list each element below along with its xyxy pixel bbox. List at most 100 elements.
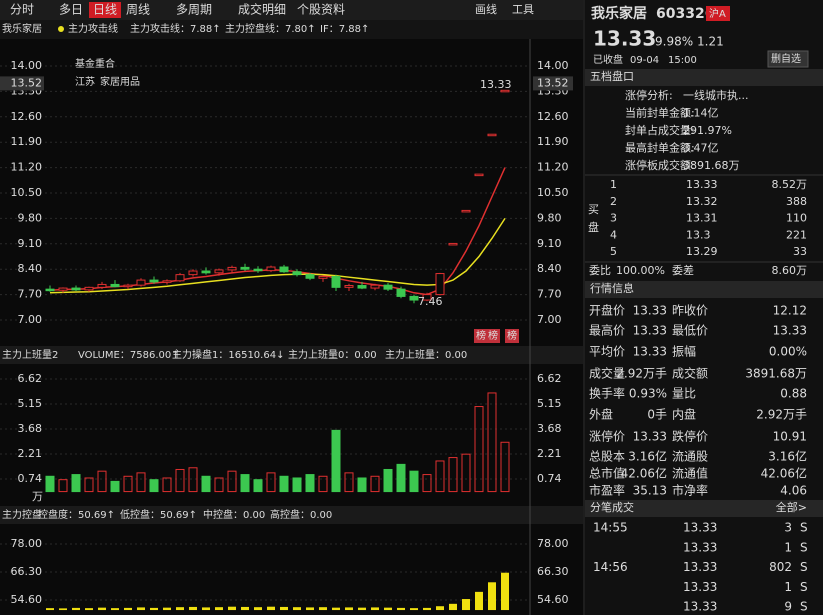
control-bar [371, 607, 379, 611]
tab[interactable]: 多日 [59, 3, 83, 17]
control-bar [423, 607, 431, 611]
control-bar [501, 572, 509, 611]
y-tick-label: 11.90 [11, 135, 43, 148]
side-label: 买 [588, 203, 599, 216]
y-tick-label: 5.15 [18, 397, 43, 410]
label: 开盘价 [589, 303, 625, 318]
label: 封单占成交量: [625, 123, 695, 137]
control-bar [280, 606, 288, 611]
time: 15:00 [668, 55, 697, 66]
volume-bar [461, 453, 471, 493]
control-bar [124, 607, 132, 611]
label: 量比 [672, 387, 696, 401]
section-bar [585, 281, 823, 298]
trade-side: S [800, 521, 808, 535]
volume-bar [292, 477, 302, 493]
volume-bar [84, 477, 94, 493]
volume-bar [305, 474, 315, 493]
value: 42.06亿 [761, 466, 807, 481]
control-bar [59, 608, 67, 611]
indicator-label: 高控盘：0.00 [270, 508, 332, 521]
volume-bar [266, 472, 276, 493]
tab[interactable]: 周线 [126, 3, 150, 17]
trade-side: S [800, 580, 808, 594]
value: 35.13 [633, 484, 667, 498]
candle-body [474, 173, 484, 177]
legend-dot [58, 26, 64, 32]
control-bar [410, 608, 418, 611]
stock-name: 我乐家居 [591, 5, 647, 22]
trade-volume: 1 [784, 540, 792, 554]
volume-bar [227, 470, 237, 493]
value: 13.33 [773, 324, 807, 338]
bid-volume: 388 [786, 195, 807, 208]
y-tick-label-right: 14.00 [537, 59, 569, 72]
stock-code: 603326 [656, 6, 714, 22]
value: 1.14亿 [683, 107, 719, 120]
cursor-price-bg [0, 76, 44, 91]
tab[interactable]: 个股资料 [297, 3, 345, 17]
y-tick-label: 14.00 [11, 59, 43, 72]
volume-bar [45, 475, 55, 493]
y-tick-label: 10.50 [11, 186, 43, 199]
value: 100.00% [616, 264, 665, 277]
value: 3.16亿 [768, 449, 807, 464]
y-tick-label-right: 54.60 [537, 593, 569, 606]
label: 内盘 [672, 407, 696, 422]
value: 2.92万手 [616, 367, 667, 381]
candle-body [227, 266, 237, 271]
label: 平均价 [589, 345, 625, 359]
y-tick-label: 11.20 [11, 161, 43, 174]
level: 1 [610, 178, 617, 191]
tab[interactable]: 多周期 [176, 3, 212, 17]
control-bar [436, 606, 444, 611]
label: 当前封单金额: [625, 106, 695, 120]
candle-body [461, 209, 471, 213]
cursor-price: 13.52 [537, 76, 569, 89]
tool[interactable]: 工具 [512, 3, 534, 16]
volume-bar [448, 457, 458, 493]
tab[interactable]: 分时 [10, 3, 34, 17]
y-tick-label-right: 6.62 [537, 372, 562, 385]
label: 流通值 [672, 466, 708, 481]
candle-body [240, 266, 250, 270]
trade-price: 13.33 [683, 600, 717, 614]
value: 0手 [647, 408, 667, 422]
tool[interactable]: 画线 [475, 2, 497, 16]
bid-volume: 221 [786, 228, 807, 241]
control-bar [254, 607, 262, 611]
y-tick-label: 9.10 [18, 237, 43, 250]
trade-price: 13.33 [683, 521, 717, 535]
volume-bar [162, 477, 172, 493]
indicator-label: IF：7.88↑ [320, 24, 369, 35]
y-tick-label: 12.60 [11, 110, 43, 123]
volume-bar [253, 479, 263, 493]
candle-body [188, 270, 198, 276]
control-bar [293, 607, 301, 611]
candle-body [201, 270, 211, 274]
label: 最低价 [672, 324, 708, 338]
y-tick-label: 8.40 [18, 262, 43, 275]
candle-body [175, 274, 185, 282]
trade-price: 13.33 [683, 560, 717, 574]
control-bar [475, 591, 483, 611]
button-bg[interactable] [767, 50, 809, 68]
value: 291.97% [683, 124, 732, 137]
indicator-label: 主力操盘1：16510.64↓ [172, 348, 284, 361]
value: 3891.68万 [683, 159, 740, 172]
control-bar [228, 606, 236, 611]
tab[interactable]: 成交明细 [238, 2, 286, 17]
control-bar [189, 606, 197, 611]
control-bar [111, 608, 119, 611]
section-title: 分笔成交 [590, 500, 634, 514]
candle-body [214, 269, 224, 274]
candle-body [266, 266, 276, 272]
control-bar [150, 607, 158, 611]
tab[interactable]: 日线 [93, 3, 117, 17]
annotation: 家居用品 [100, 75, 140, 88]
label: 最高价 [589, 323, 625, 338]
volume-bar [357, 477, 367, 493]
y-tick-label-right: 7.70 [537, 288, 562, 301]
